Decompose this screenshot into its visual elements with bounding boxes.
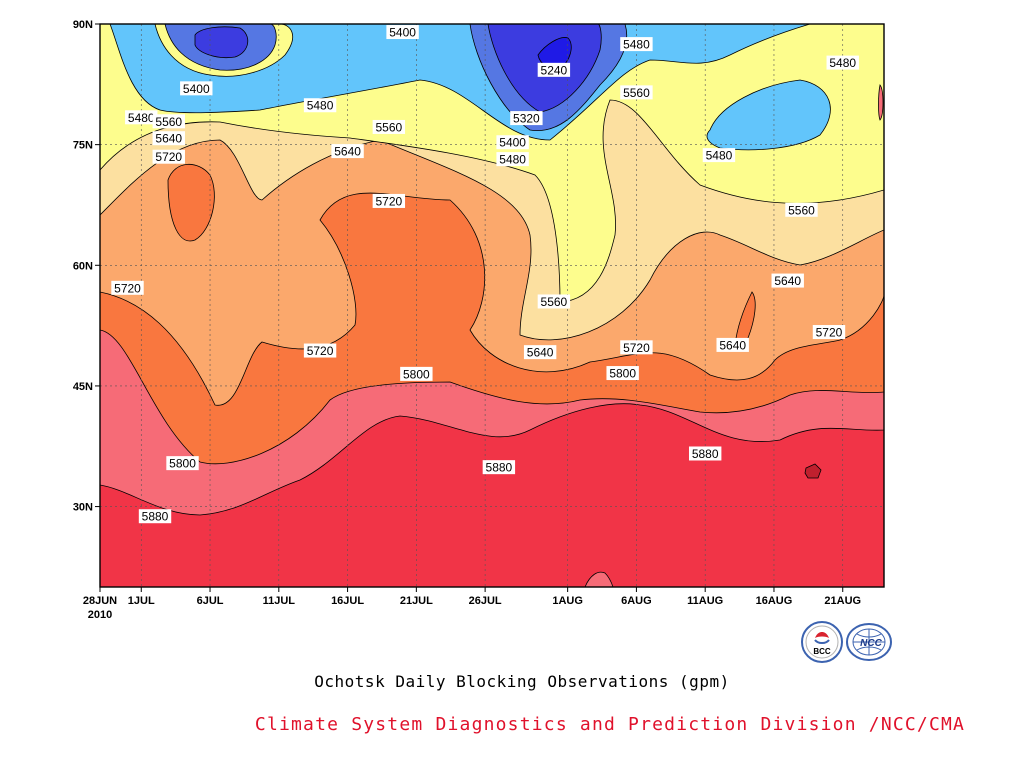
contour-label: 5480 [706, 149, 733, 163]
contour-label: 5640 [527, 346, 554, 360]
y-tick-label: 45N [73, 381, 93, 393]
contour-label-bg [138, 509, 172, 524]
bcc-logo-icon: BCC [801, 621, 843, 663]
contour-label-bg [771, 273, 804, 288]
contour-label: 5720 [307, 344, 334, 358]
contour-label: 5880 [692, 447, 719, 461]
contour-label-bg [152, 114, 185, 129]
region-5880-pocket-north [878, 84, 884, 121]
x-tick-label: 21AUG [824, 595, 861, 607]
contour-label: 5720 [375, 194, 402, 208]
x-tick-label: 28JUN [83, 595, 117, 607]
contour-label: 5320 [513, 112, 540, 126]
contour-label: 5560 [788, 203, 815, 217]
contour-label: 5720 [114, 281, 141, 295]
contour-label: 5480 [307, 99, 334, 113]
contour-label: 5400 [389, 26, 416, 40]
x-tick-label: 1JUL [128, 595, 155, 607]
region-5400-east [706, 79, 831, 151]
contour-label-bg [826, 55, 859, 70]
x-tick-label: 16AUG [756, 595, 793, 607]
contour-label-bg [111, 280, 144, 295]
contour-label: 5480 [623, 38, 650, 52]
contour-label-bg [606, 366, 639, 381]
contour-label: 5560 [623, 86, 650, 100]
contour-label-bg [496, 135, 529, 150]
contour-label: 5640 [334, 145, 361, 159]
contour-label-bg [785, 202, 818, 217]
x-tick-label: 11AUG [687, 595, 723, 607]
contour-label-bg [523, 345, 557, 360]
contour-label: 5640 [774, 274, 801, 288]
contour-label-bg [152, 131, 185, 146]
x-tick-label: 16JUL [331, 595, 364, 607]
x-tick-label: 1AUG [552, 595, 583, 607]
contour-label: 5480 [829, 56, 856, 70]
x-tick-label: 11JUL [263, 595, 296, 607]
contour-label: 5640 [719, 338, 746, 352]
contour-label: 5800 [169, 457, 196, 471]
contour-label-bg [620, 340, 653, 355]
contour-label: 5720 [623, 341, 650, 355]
contour-label-bg [688, 446, 722, 461]
contour-label-bg [166, 456, 199, 471]
y-tick-label: 30N [73, 502, 93, 514]
plot-frame [99, 23, 885, 588]
contour-label: 5560 [375, 120, 402, 134]
contour-label: 5640 [155, 132, 182, 146]
contour-label: 5880 [486, 461, 513, 475]
contour-label-bg [496, 152, 529, 167]
contour-label-bg [620, 85, 653, 100]
x-tick-label: 6AUG [621, 595, 652, 607]
contour-label: 5400 [183, 82, 210, 96]
contour-label-bg [331, 144, 364, 159]
contour-label: 5560 [541, 295, 568, 309]
contour-label-bg [482, 460, 516, 475]
chart-title: Ochotsk Daily Blocking Observations (gpm… [314, 672, 730, 691]
region-5960-spot [804, 463, 822, 479]
y-tick-label: 75N [73, 140, 93, 152]
contour-label-bg [537, 294, 571, 309]
contour-label-bg [303, 343, 337, 358]
y-tick-label: 90N [73, 19, 93, 31]
bcc-logo-text: BCC [813, 647, 831, 656]
contour-label: 5480 [128, 111, 155, 125]
contour-label: 5800 [403, 367, 430, 381]
contour-label-bg [152, 149, 185, 164]
ncc-logo-icon: NCC [846, 623, 892, 661]
contour-label-bg [180, 81, 213, 96]
contour-label: 5240 [541, 63, 568, 77]
contour-label: 5480 [499, 153, 526, 167]
contour-label-bg [125, 110, 158, 125]
contour-label-bg [510, 111, 543, 126]
contour-label-bg [537, 62, 571, 77]
region-5960-bottom [584, 571, 614, 587]
contour-label-bg [812, 325, 846, 340]
contour-label-bg [386, 25, 419, 40]
contour-label-bg [702, 148, 736, 163]
contour-label-bg [372, 193, 406, 208]
contour-label: 5720 [155, 150, 182, 164]
x-tick-label: 6JUL [197, 595, 224, 607]
contour-label: 5880 [142, 510, 169, 524]
x-tick-label: 21JUL [400, 595, 433, 607]
ncc-logo-text: NCC [860, 638, 882, 649]
contour-label-bg [303, 98, 337, 113]
y-tick-label: 60N [73, 260, 93, 272]
contour-label: 5560 [155, 115, 182, 129]
x-year-label: 2010 [88, 609, 112, 621]
contour-label-bg [716, 337, 749, 352]
contour-label: 5800 [609, 367, 636, 381]
contour-label-bg [400, 366, 433, 381]
credit-line: Climate System Diagnostics and Predictio… [254, 714, 966, 735]
contour-label-bg [620, 37, 653, 52]
contour-label: 5400 [499, 136, 526, 150]
x-tick-label: 26JUL [469, 595, 502, 607]
contour-label-bg [372, 119, 406, 134]
contour-label: 5720 [816, 326, 843, 340]
region-5240-west [194, 26, 249, 59]
